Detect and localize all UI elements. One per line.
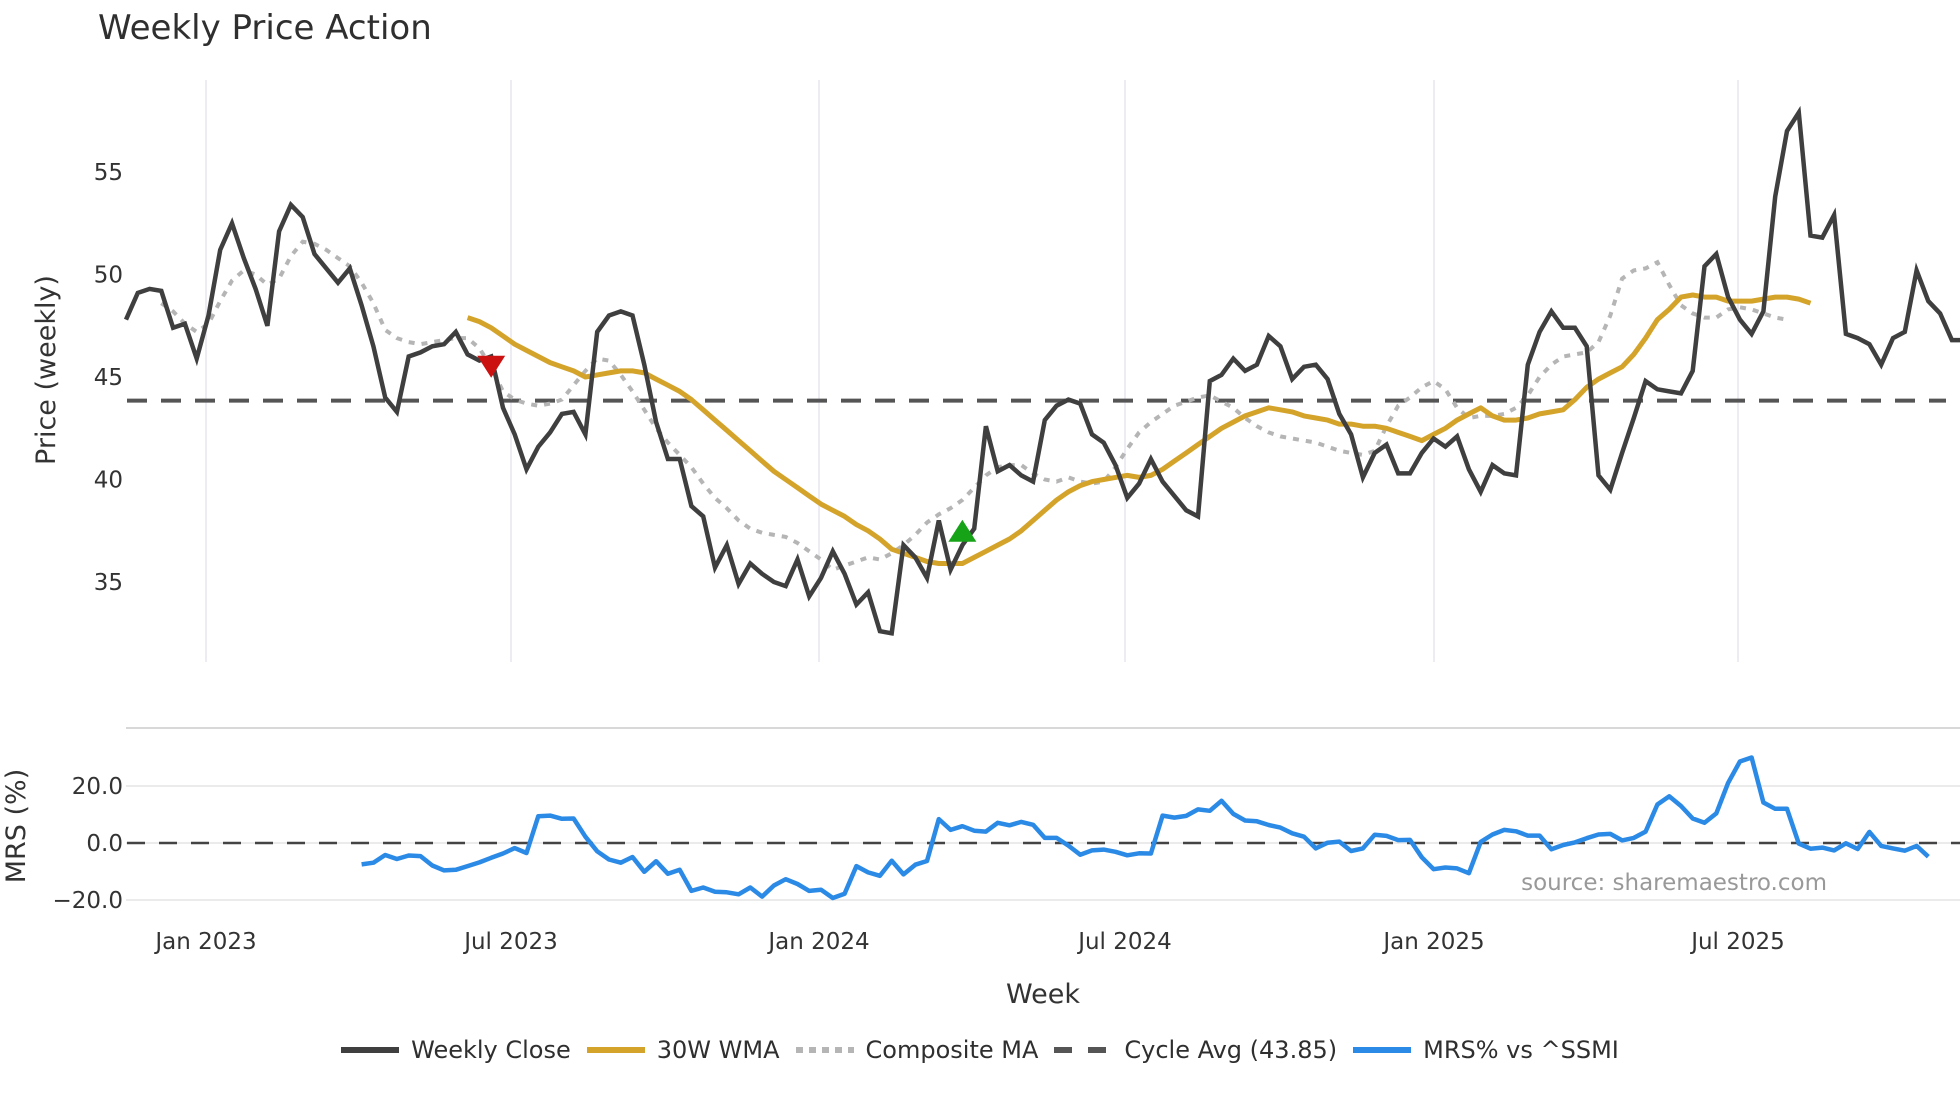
price-y-tick-label: 35 [94, 570, 123, 596]
legend-label: Weekly Close [411, 1036, 571, 1064]
legend-swatch-icon [795, 1047, 854, 1053]
legend-swatch-icon [1353, 1047, 1412, 1053]
legend-swatch-icon [1054, 1047, 1113, 1053]
legend-label: 30W WMA [656, 1036, 780, 1064]
weekly-close-line [123, 105, 1960, 636]
legend-label: Cycle Avg (43.85) [1124, 1036, 1338, 1064]
chart-title: Weekly Price Action [98, 8, 432, 48]
x-tick-label: Jan 2024 [766, 929, 869, 955]
sell-signal-marker [477, 355, 506, 378]
legend-label: Composite MA [865, 1036, 1039, 1064]
x-tick-label: Jul 2025 [1689, 929, 1785, 955]
price-y-axis-label: Price (weekly) [31, 275, 62, 465]
legend-item-mrs[interactable]: MRS% vs ^SSMI [1353, 1036, 1619, 1064]
price-y-axis-ticks: 35 40 45 50 55 [94, 160, 123, 596]
mrs-y-tick-label: −20.0 [53, 888, 123, 914]
price-y-tick-label: 40 [94, 468, 123, 494]
legend-item-weekly-close[interactable]: Weekly Close [341, 1036, 571, 1064]
source-watermark: source: sharemaestro.com [1521, 870, 1827, 896]
x-axis-label: Week [1006, 979, 1080, 1010]
legend-item-cycle-avg[interactable]: Cycle Avg (43.85) [1054, 1036, 1337, 1064]
price-y-tick-label: 50 [94, 263, 123, 289]
x-axis-ticks: Jan 2023 Jul 2023 Jan 2024 Jul 2024 Jan 2025… [153, 929, 1784, 955]
legend: Weekly Close 30W WMA Composite MA Cycle Avg… [0, 1036, 1960, 1064]
price-plot-area [123, 105, 1960, 636]
signal-markers [477, 355, 977, 542]
x-tick-label: Jan 2023 [153, 929, 256, 955]
legend-swatch-icon [586, 1047, 645, 1053]
x-tick-label: Jul 2024 [1076, 929, 1172, 955]
legend-swatch-icon [341, 1047, 400, 1053]
mrs-line [361, 755, 1930, 901]
wma30-line [466, 292, 1812, 566]
x-tick-label: Jan 2025 [1381, 929, 1484, 955]
mrs-y-axis-ticks: −20.0 0.0 20.0 [53, 774, 1960, 914]
x-tick-label: Jul 2023 [462, 929, 558, 955]
legend-item-wma30[interactable]: 30W WMA [586, 1036, 780, 1064]
legend-item-composite-ma[interactable]: Composite MA [795, 1036, 1039, 1064]
price-y-tick-label: 55 [94, 160, 123, 186]
buy-signal-marker [948, 519, 977, 542]
price-y-tick-label: 45 [94, 365, 123, 391]
mrs-y-tick-label: 20.0 [72, 774, 123, 800]
mrs-y-axis-label: MRS (%) [1, 769, 32, 884]
mrs-plot-area [127, 755, 1960, 901]
legend-label: MRS% vs ^SSMI [1423, 1036, 1619, 1064]
grid-lines [205, 80, 1739, 662]
mrs-y-tick-label: 0.0 [86, 831, 123, 857]
